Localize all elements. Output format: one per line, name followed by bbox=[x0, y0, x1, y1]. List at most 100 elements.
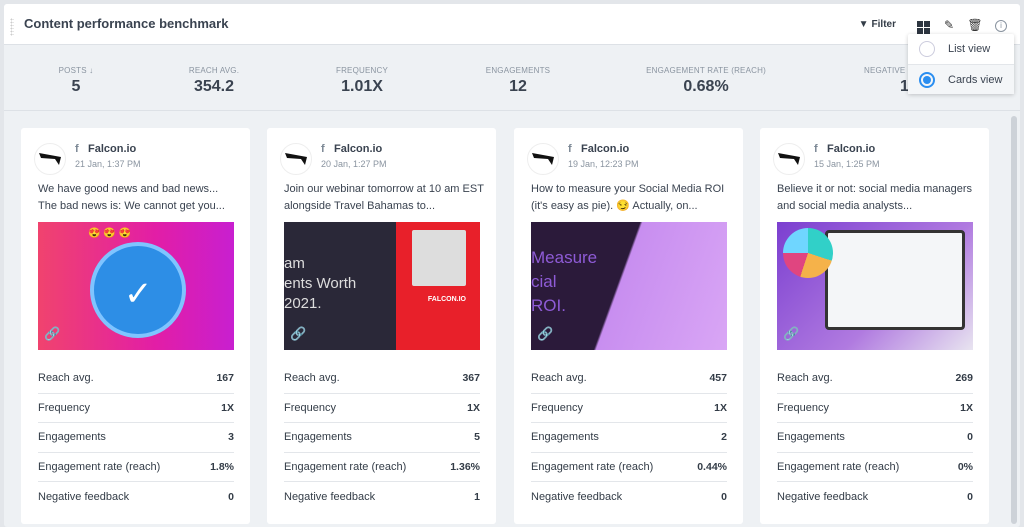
metric-row: Engagements 3 bbox=[38, 423, 234, 453]
falcon-logo-icon bbox=[778, 153, 800, 165]
trash-icon: 🗑 bbox=[967, 17, 983, 32]
post-metrics: Reach avg. 367 Frequency 1X Engagements 5 Enga… bbox=[284, 364, 480, 512]
metric-value: 0 bbox=[967, 431, 973, 444]
link-icon[interactable]: 🔗 bbox=[44, 326, 61, 341]
metric-row: Engagement rate (reach) 0.44% bbox=[531, 453, 727, 482]
grid-icon bbox=[916, 20, 930, 34]
page-name[interactable]: Falcon.io bbox=[827, 143, 876, 155]
avatar bbox=[280, 143, 312, 175]
filter-button[interactable]: ▼ Filter bbox=[858, 19, 896, 30]
stat-reach-avg[interactable]: REACH AVG. 354.2 bbox=[188, 66, 240, 95]
metric-label: Frequency bbox=[777, 401, 829, 414]
stat-engagements[interactable]: ENGAGEMENTS 12 bbox=[485, 66, 551, 95]
post-date: 19 Jan, 12:23 PM bbox=[568, 159, 639, 169]
metric-label: Reach avg. bbox=[38, 372, 94, 385]
metric-row: Reach avg. 457 bbox=[531, 364, 727, 394]
post-metrics: Reach avg. 269 Frequency 1X Engagements 0 Enga… bbox=[777, 364, 973, 512]
page-name[interactable]: Falcon.io bbox=[581, 143, 630, 155]
drag-handle[interactable] bbox=[10, 18, 14, 36]
metric-label: Reach avg. bbox=[284, 372, 340, 385]
edit-button[interactable]: ✎ bbox=[936, 18, 962, 32]
avatar bbox=[34, 143, 66, 175]
metric-value: 0 bbox=[228, 490, 234, 503]
metric-value: 0 bbox=[721, 490, 727, 503]
delete-button[interactable]: 🗑 bbox=[962, 18, 988, 32]
post-image[interactable]: am ents Worth 2021. FALCON.IO 🔗 bbox=[284, 222, 480, 350]
post-metrics: Reach avg. 457 Frequency 1X Engagements 2 Enga… bbox=[531, 364, 727, 512]
metric-value: 0.44% bbox=[697, 460, 727, 473]
metric-row: Negative feedback 0 bbox=[531, 482, 727, 512]
metric-label: Negative feedback bbox=[284, 490, 376, 503]
post-card[interactable]: f Falcon.io 15 Jan, 1:25 PM Believe it o… bbox=[760, 128, 989, 524]
metric-value: 269 bbox=[955, 372, 973, 385]
post-date: 21 Jan, 1:37 PM bbox=[75, 159, 141, 169]
post-image[interactable]: Measure cial ROI. 🔗 bbox=[531, 222, 727, 350]
metric-value: 1X bbox=[960, 401, 973, 414]
metric-label: Engagement rate (reach) bbox=[531, 460, 654, 473]
metric-row: Reach avg. 167 bbox=[38, 364, 234, 394]
summary-stats: POSTS ↓ 5 REACH AVG. 354.2 FREQUENCY 1.01X … bbox=[4, 45, 1020, 111]
view-toggle-button[interactable] bbox=[910, 16, 936, 34]
post-card[interactable]: f Falcon.io 19 Jan, 12:23 PM How to meas… bbox=[514, 128, 743, 524]
metric-value: 1.36% bbox=[450, 460, 480, 473]
post-text: We have good news and bad news... The ba… bbox=[38, 183, 225, 212]
facebook-icon: f bbox=[75, 143, 79, 155]
widget-title: Content performance benchmark bbox=[24, 16, 229, 31]
metric-value: 2 bbox=[721, 431, 727, 444]
post-metrics: Reach avg. 167 Frequency 1X Engagements 3 Enga… bbox=[38, 364, 234, 512]
stat-posts[interactable]: POSTS ↓ 5 bbox=[58, 66, 94, 95]
link-icon[interactable]: 🔗 bbox=[783, 326, 800, 341]
post-image[interactable]: 🔗 bbox=[777, 222, 973, 350]
metric-value: 1X bbox=[714, 401, 727, 414]
link-icon[interactable]: 🔗 bbox=[290, 326, 307, 341]
metric-row: Engagement rate (reach) 0% bbox=[777, 453, 973, 482]
page-name[interactable]: Falcon.io bbox=[88, 143, 137, 155]
info-icon: i bbox=[995, 20, 1007, 32]
link-icon[interactable]: 🔗 bbox=[537, 326, 554, 341]
metric-value: 1.8% bbox=[210, 460, 234, 473]
metric-label: Engagement rate (reach) bbox=[38, 460, 161, 473]
post-image[interactable]: ✓ 😍 😍 😍 🔗 bbox=[38, 222, 234, 350]
metric-row: Engagement rate (reach) 1.8% bbox=[38, 453, 234, 482]
metric-label: Engagements bbox=[284, 431, 352, 444]
falcon-logo-icon bbox=[39, 153, 61, 165]
metric-label: Engagement rate (reach) bbox=[284, 460, 407, 473]
metric-label: Negative feedback bbox=[531, 490, 623, 503]
radio-unselected[interactable] bbox=[919, 41, 935, 57]
metric-label: Engagements bbox=[777, 431, 845, 444]
metric-label: Negative feedback bbox=[777, 490, 869, 503]
radio-selected[interactable] bbox=[919, 71, 935, 88]
metric-row: Engagement rate (reach) 1.36% bbox=[284, 453, 480, 482]
avatar bbox=[773, 143, 805, 175]
scrollbar[interactable] bbox=[1011, 116, 1017, 524]
cards-view-option[interactable]: Cards view bbox=[908, 64, 1014, 94]
avatar bbox=[527, 143, 559, 175]
content-performance-widget: Content performance benchmark ▼ Filter ✎ … bbox=[4, 4, 1020, 527]
metric-row: Engagements 0 bbox=[777, 423, 973, 453]
metric-value: 1X bbox=[221, 401, 234, 414]
metric-label: Engagements bbox=[38, 431, 106, 444]
post-text: How to measure your Social Media ROI (it… bbox=[531, 183, 725, 212]
stat-frequency[interactable]: FREQUENCY 1.01X bbox=[335, 66, 389, 95]
page-name[interactable]: Falcon.io bbox=[334, 143, 383, 155]
post-card[interactable]: f Falcon.io 20 Jan, 1:27 PM Join our web… bbox=[267, 128, 496, 524]
metric-value: 0% bbox=[957, 460, 973, 473]
metric-label: Engagements bbox=[531, 431, 599, 444]
metric-label: Reach avg. bbox=[777, 372, 833, 385]
post-card[interactable]: f Falcon.io 21 Jan, 1:37 PM We have good… bbox=[21, 128, 250, 524]
post-date: 15 Jan, 1:25 PM bbox=[814, 159, 880, 169]
metric-label: Frequency bbox=[284, 401, 336, 414]
info-button[interactable]: i bbox=[988, 17, 1014, 32]
metric-row: Frequency 1X bbox=[531, 394, 727, 423]
list-view-option[interactable]: List view bbox=[908, 34, 1014, 64]
metric-value: 1 bbox=[474, 490, 480, 503]
metric-label: Frequency bbox=[531, 401, 583, 414]
metric-row: Frequency 1X bbox=[284, 394, 480, 423]
metric-row: Reach avg. 367 bbox=[284, 364, 480, 394]
post-text: Believe it or not: social media managers… bbox=[777, 183, 973, 212]
stat-engagement-rate[interactable]: ENGAGEMENT RATE (REACH) 0.68% bbox=[646, 66, 766, 95]
metric-label: Engagement rate (reach) bbox=[777, 460, 900, 473]
metric-row: Negative feedback 0 bbox=[777, 482, 973, 512]
metric-label: Frequency bbox=[38, 401, 90, 414]
